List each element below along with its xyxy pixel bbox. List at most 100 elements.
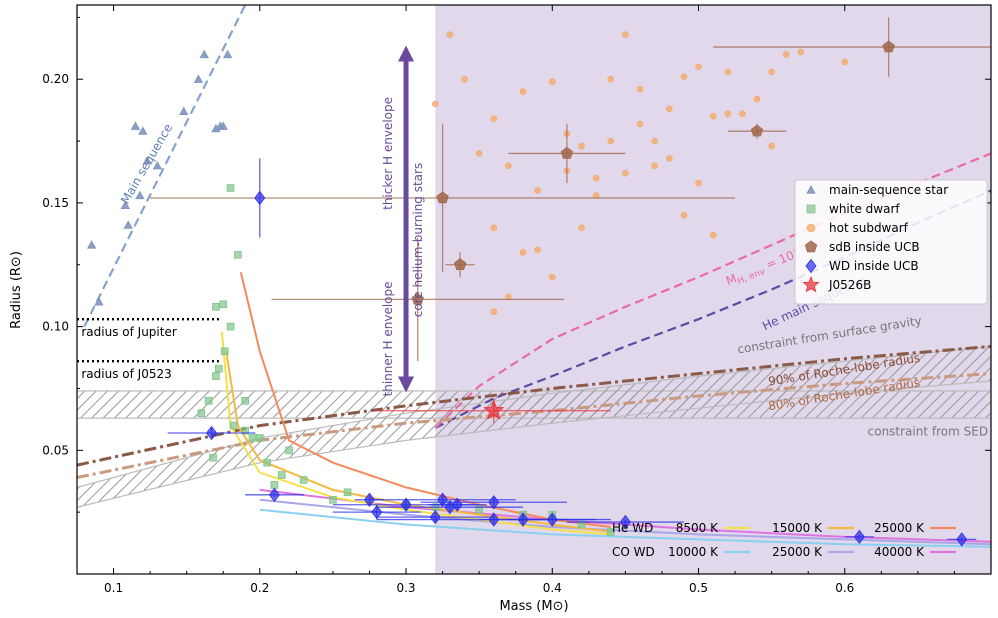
point-square-9 [277,471,286,479]
point-diamond-5 [400,497,412,512]
axes-layer: 0.1 0.2 0.3 0.4 0.5 0.6 0.05 0.10 0.15 0.20 [42,5,991,595]
point-triangle-1 [94,297,104,306]
point-diamond-16 [956,532,968,547]
point-square-2 [219,300,228,309]
co-track-legend-label-2: 40000 K [874,545,925,559]
legend-box [794,179,988,305]
x-tick-label-0: 0.1 [104,581,123,595]
data-points-layer [86,17,991,547]
he-track-legend-label-2: 25000 K [874,521,925,535]
point-circle-0 [431,100,439,108]
point-circle-3 [505,162,512,170]
point-circle-44 [768,68,775,76]
point-circle-41 [636,120,644,128]
point-star-0 [483,399,505,420]
point-square-27 [226,184,235,192]
point-square-4 [226,322,235,331]
point-square-12 [215,364,223,373]
point-circle-40 [607,137,615,145]
point-circle-16 [695,63,702,71]
point-diamond-14 [619,514,631,530]
point-circle-32 [651,137,658,145]
point-circle-24 [446,31,454,38]
point-pentagon-0 [436,191,449,204]
point-diamond-6 [429,509,441,525]
co-track-legend-header: CO WD [612,545,655,559]
point-circle-36 [490,308,498,316]
point-circle-2 [490,115,498,123]
y-axis-label: Radius (R⊙) [9,251,24,329]
point-diamond-1 [206,425,218,441]
point-circle-13 [651,162,658,170]
point-square-26 [606,528,615,536]
point-diamond-10 [488,495,500,510]
point-triangle-4 [130,121,141,130]
track-legend: He WD 8500 K 15000 K 25000 K CO WD 10000 K 250… [612,521,956,559]
point-pentagon-1 [411,292,424,305]
point-square-17 [270,481,279,489]
point-triangle-9 [193,74,204,83]
point-circle-4 [519,88,527,95]
point-circle-43 [709,231,717,239]
thicker-envelope-label: thicker H envelope [381,97,395,210]
point-square-6 [241,426,249,435]
point-circle-42 [680,211,688,219]
point-circle-20 [753,95,761,103]
menv-label-m: M [724,271,739,288]
reference-line-0 [83,5,247,328]
he-track-2 [239,271,611,528]
point-circle-27 [519,249,527,256]
point-square-28 [212,372,220,380]
legend-label-1: white dwarf [829,202,900,216]
x-tick-label-5: 0.6 [835,581,854,595]
legend-label-2: hot subdwarf [829,221,909,235]
jupiter-label: radius of Jupiter [81,325,176,339]
point-square-29 [241,397,249,405]
j0523-label: radius of J0523 [81,367,171,381]
sed-constraint-label: constraint from SED [868,424,988,438]
point-square-5 [234,251,242,259]
point-circle-1 [461,75,468,83]
point-circle-34 [695,179,702,187]
y-tick-label-0: 0.05 [42,443,69,457]
point-square-7 [255,434,264,442]
y-tick-label-2: 0.15 [42,196,69,210]
point-circle-29 [578,224,585,231]
surface-gravity-constraint-band [77,345,991,508]
he-track-legend-label-0: 8500 K [676,521,719,535]
point-square-1 [212,303,220,311]
he-track-legend-header: He WD [612,521,653,535]
envelope-arrow-head-down [398,376,415,393]
point-circle-26 [490,224,498,231]
point-triangle-15 [138,126,148,135]
reference-line-3 [77,344,991,467]
point-circle-25 [475,150,483,157]
point-triangle-13 [218,121,228,130]
co-track-legend-label-1: 25000 K [772,545,823,559]
point-triangle-8 [179,106,189,115]
x-tick-label-3: 0.4 [543,581,562,595]
point-circle-11 [622,31,629,38]
point-circle-14 [665,105,673,113]
y-tick-label-3: 0.20 [42,72,69,86]
co-track-0 [259,508,991,548]
point-circle-45 [841,58,849,66]
point-circle-9 [592,174,600,182]
x-tick-label-1: 0.2 [250,581,269,595]
point-triangle-0 [86,240,97,249]
legend-label-3: sdB inside UCB [829,240,920,254]
point-pentagon-2 [453,258,467,270]
point-circle-31 [622,169,629,177]
x-tick-label-2: 0.3 [396,581,415,595]
point-square-25 [577,520,586,529]
point-diamond-13 [546,512,558,527]
point-square-18 [329,495,337,504]
point-square-16 [248,434,257,442]
point-circle-38 [534,246,541,254]
point-square-15 [229,421,238,430]
envelope-arrow-head-up [398,45,415,62]
point-triangle-2 [120,200,130,209]
legend-label-0: main-sequence star [829,183,948,197]
thinner-envelope-label: thinner H envelope [381,281,395,396]
